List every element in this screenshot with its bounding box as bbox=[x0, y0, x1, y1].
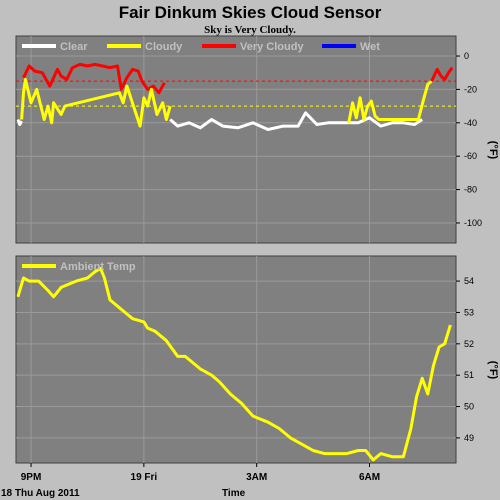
sky-series-clear-3 bbox=[169, 111, 424, 131]
ambient-y-tick-label: 52 bbox=[464, 339, 474, 349]
x-axis-label: Time bbox=[222, 488, 246, 499]
sky-series-clear-0 bbox=[16, 118, 23, 126]
sky-y-tick-label: -40 bbox=[464, 118, 477, 128]
sky-temperature-thresholds bbox=[16, 80, 456, 107]
sky-series-cloudy-2 bbox=[20, 77, 172, 128]
sky-temperature-legend: Clear Cloudy Very Cloudy Wet bbox=[22, 41, 380, 53]
ambient-y-tick-label: 50 bbox=[464, 402, 474, 412]
sky-temperature-panel: 0 -20 -40 -60 -80 -100 Clear Cloudy Very Cloudy… bbox=[15, 35, 499, 244]
sky-y-tick-label: -20 bbox=[464, 84, 477, 94]
ambient-y-tick-label: 49 bbox=[464, 433, 474, 443]
legend-label-clear: Clear bbox=[60, 41, 88, 53]
sky-series-cloudy-4 bbox=[347, 79, 433, 124]
sky-temperature-grid bbox=[16, 36, 456, 243]
legend-label-very-cloudy: Very Cloudy bbox=[240, 41, 304, 53]
sky-temperature-plot-area bbox=[15, 35, 457, 244]
ambient-series-ambient-temp-0 bbox=[16, 267, 452, 462]
legend-label-cloudy: Cloudy bbox=[145, 41, 183, 53]
time-axis: 9PM 19 Fri 3AM 6AM bbox=[21, 463, 380, 483]
ambient-temperature-panel: 54 53 52 51 50 49 Ambient Temp (°F) bbox=[15, 255, 499, 464]
sky-temperature-y-ticks: 0 -20 -40 -60 -80 -100 bbox=[456, 51, 482, 228]
sky-y-tick-label: -100 bbox=[464, 218, 482, 228]
chart-title: Fair Dinkum Skies Cloud Sensor bbox=[119, 3, 382, 22]
chart-subtitle: Sky is Very Cloudy. bbox=[204, 24, 296, 36]
date-label: 18 Thu Aug 2011 bbox=[1, 488, 80, 499]
x-tick-label: 3AM bbox=[246, 472, 267, 483]
sky-series-very-cloudy-1 bbox=[22, 62, 166, 95]
ambient-temperature-series bbox=[16, 267, 452, 462]
sky-y-tick-label: 0 bbox=[464, 51, 469, 61]
sky-y-tick-label: -60 bbox=[464, 151, 477, 161]
sky-y-tick-label: -80 bbox=[464, 185, 477, 195]
x-tick-label: 6AM bbox=[359, 472, 380, 483]
sky-series-very-cloudy-5 bbox=[430, 66, 454, 82]
sky-temperature-series bbox=[16, 62, 454, 131]
x-tick-label: 9PM bbox=[21, 472, 42, 483]
ambient-y-tick-label: 51 bbox=[464, 370, 474, 380]
ambient-y-tick-label: 54 bbox=[464, 276, 474, 286]
ambient-temperature-unit-label: (°F) bbox=[487, 361, 499, 380]
ambient-temperature-y-ticks: 54 53 52 51 50 49 bbox=[456, 276, 474, 443]
x-tick-label: 19 Fri bbox=[131, 472, 158, 483]
legend-label-ambient-temp: Ambient Temp bbox=[60, 261, 136, 273]
sky-temperature-unit-label: (°F) bbox=[487, 141, 499, 160]
ambient-temperature-grid bbox=[16, 256, 456, 463]
legend-label-wet: Wet bbox=[360, 41, 380, 53]
ambient-temperature-plot-area bbox=[15, 255, 457, 464]
ambient-y-tick-label: 53 bbox=[464, 307, 474, 317]
ambient-temperature-legend: Ambient Temp bbox=[22, 261, 136, 273]
